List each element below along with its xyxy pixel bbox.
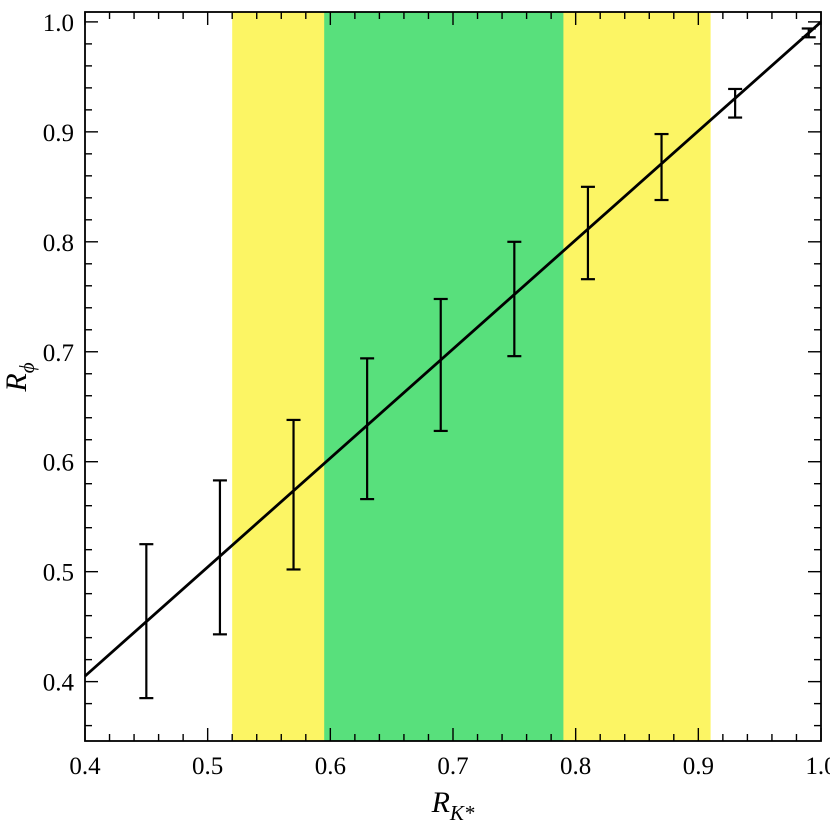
error-bar <box>360 357 375 501</box>
error-bar <box>654 132 669 202</box>
x-tick-label: 0.9 <box>683 753 714 780</box>
error-bar <box>507 240 522 358</box>
y-tick-label: 0.8 <box>43 230 74 257</box>
y-tick-label: 0.6 <box>43 450 74 477</box>
error-bar <box>728 87 743 119</box>
tick-labels: 0.4 0.5 0.6 0.7 0.8 0.9 1.0 0.4 0.5 0.6 0.7 0.8 0.9 1… <box>43 10 830 780</box>
x-tick-label: 0.7 <box>437 753 468 780</box>
error-bar <box>286 418 301 571</box>
y-tick-label: 1.0 <box>43 10 74 37</box>
y-tick-label: 0.9 <box>43 120 74 147</box>
y-axis-label: Rϕ <box>0 362 39 392</box>
y-axis-label-main: R <box>0 373 33 392</box>
x-axis-label: RK* <box>431 786 475 825</box>
x-tick-label: 0.8 <box>560 753 591 780</box>
x-tick-label: 0.6 <box>315 753 346 780</box>
chart-plot-area: 0.4 0.5 0.6 0.7 0.8 0.9 1.0 0.4 0.5 0.6 0.7 0.8 0.9 1… <box>43 10 830 780</box>
y-tick-label: 0.4 <box>43 670 75 697</box>
error-bars <box>139 27 816 700</box>
plot-frame <box>84 11 822 742</box>
x-tick-label: 0.4 <box>69 753 101 780</box>
error-bar <box>139 543 154 700</box>
error-bar <box>801 27 816 39</box>
ticks <box>84 12 822 741</box>
y-axis-label-sub: ϕ <box>15 362 39 373</box>
confidence-bands <box>232 12 711 741</box>
confidence-band-1 <box>324 12 564 741</box>
x-tick-label: 1.0 <box>805 753 830 780</box>
error-bar <box>212 479 227 636</box>
theory-line <box>84 20 822 678</box>
x-axis-label-main: R <box>431 786 450 819</box>
error-bar <box>433 297 448 433</box>
x-axis-label-sub: K* <box>449 801 475 825</box>
y-tick-label: 0.7 <box>43 340 74 367</box>
error-bar <box>580 185 595 281</box>
x-tick-label: 0.5 <box>192 753 223 780</box>
y-tick-label: 0.5 <box>43 560 74 587</box>
